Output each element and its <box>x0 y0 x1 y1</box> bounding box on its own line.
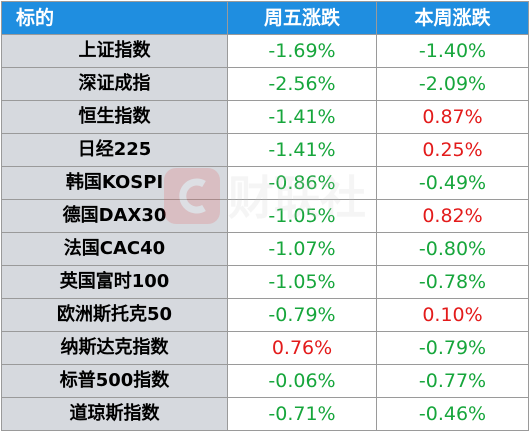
row-name: 恒生指数 <box>1 100 228 134</box>
row-friday-change: -0.71% <box>227 397 377 431</box>
row-friday-change: -0.06% <box>227 364 377 398</box>
row-friday-change: -1.05% <box>227 265 377 299</box>
table-body: 上证指数 -1.69% -1.40% 深证成指 -2.56% -2.09% 恒生… <box>1 34 529 431</box>
table-row: 道琼斯指数 -0.71% -0.46% <box>1 397 529 431</box>
header-friday-change: 周五涨跌 <box>227 1 377 35</box>
row-friday-change: 0.76% <box>227 331 377 365</box>
table-row: 德国DAX30 -1.05% 0.82% <box>1 199 529 233</box>
table-row: 深证成指 -2.56% -2.09% <box>1 67 529 101</box>
row-week-change: 0.82% <box>376 199 529 233</box>
row-week-change: 0.87% <box>376 100 529 134</box>
table-row: 英国富时100 -1.05% -0.78% <box>1 265 529 299</box>
row-friday-change: -1.69% <box>227 34 377 68</box>
row-name: 欧洲斯托克50 <box>1 298 228 332</box>
row-name: 韩国KOSPI <box>1 166 228 200</box>
row-name: 日经225 <box>1 133 228 167</box>
row-name: 深证成指 <box>1 67 228 101</box>
row-week-change: -0.46% <box>376 397 529 431</box>
row-friday-change: -2.56% <box>227 67 377 101</box>
row-week-change: -0.49% <box>376 166 529 200</box>
row-friday-change: -1.41% <box>227 100 377 134</box>
row-name: 标普500指数 <box>1 364 228 398</box>
table-header-row: 标的 周五涨跌 本周涨跌 <box>1 1 529 35</box>
row-name: 纳斯达克指数 <box>1 331 228 365</box>
row-week-change: -0.77% <box>376 364 529 398</box>
table-row: 标普500指数 -0.06% -0.77% <box>1 364 529 398</box>
table-row: 纳斯达克指数 0.76% -0.79% <box>1 331 529 365</box>
table-row: 恒生指数 -1.41% 0.87% <box>1 100 529 134</box>
row-friday-change: -1.05% <box>227 199 377 233</box>
row-name: 德国DAX30 <box>1 199 228 233</box>
row-week-change: -0.80% <box>376 232 529 266</box>
row-week-change: 0.10% <box>376 298 529 332</box>
row-name: 法国CAC40 <box>1 232 228 266</box>
table-row: 法国CAC40 -1.07% -0.80% <box>1 232 529 266</box>
row-friday-change: -0.86% <box>227 166 377 200</box>
row-friday-change: -1.41% <box>227 133 377 167</box>
table-row: 韩国KOSPI -0.86% -0.49% <box>1 166 529 200</box>
row-friday-change: -0.79% <box>227 298 377 332</box>
row-name: 英国富时100 <box>1 265 228 299</box>
row-name: 上证指数 <box>1 34 228 68</box>
table-row: 上证指数 -1.69% -1.40% <box>1 34 529 68</box>
row-week-change: -0.79% <box>376 331 529 365</box>
header-name: 标的 <box>1 1 228 35</box>
row-week-change: 0.25% <box>376 133 529 167</box>
row-friday-change: -1.07% <box>227 232 377 266</box>
row-week-change: -1.40% <box>376 34 529 68</box>
table-row: 欧洲斯托克50 -0.79% 0.10% <box>1 298 529 332</box>
row-name: 道琼斯指数 <box>1 397 228 431</box>
header-week-change: 本周涨跌 <box>376 1 529 35</box>
row-week-change: -0.78% <box>376 265 529 299</box>
table-row: 日经225 -1.41% 0.25% <box>1 133 529 167</box>
row-week-change: -2.09% <box>376 67 529 101</box>
